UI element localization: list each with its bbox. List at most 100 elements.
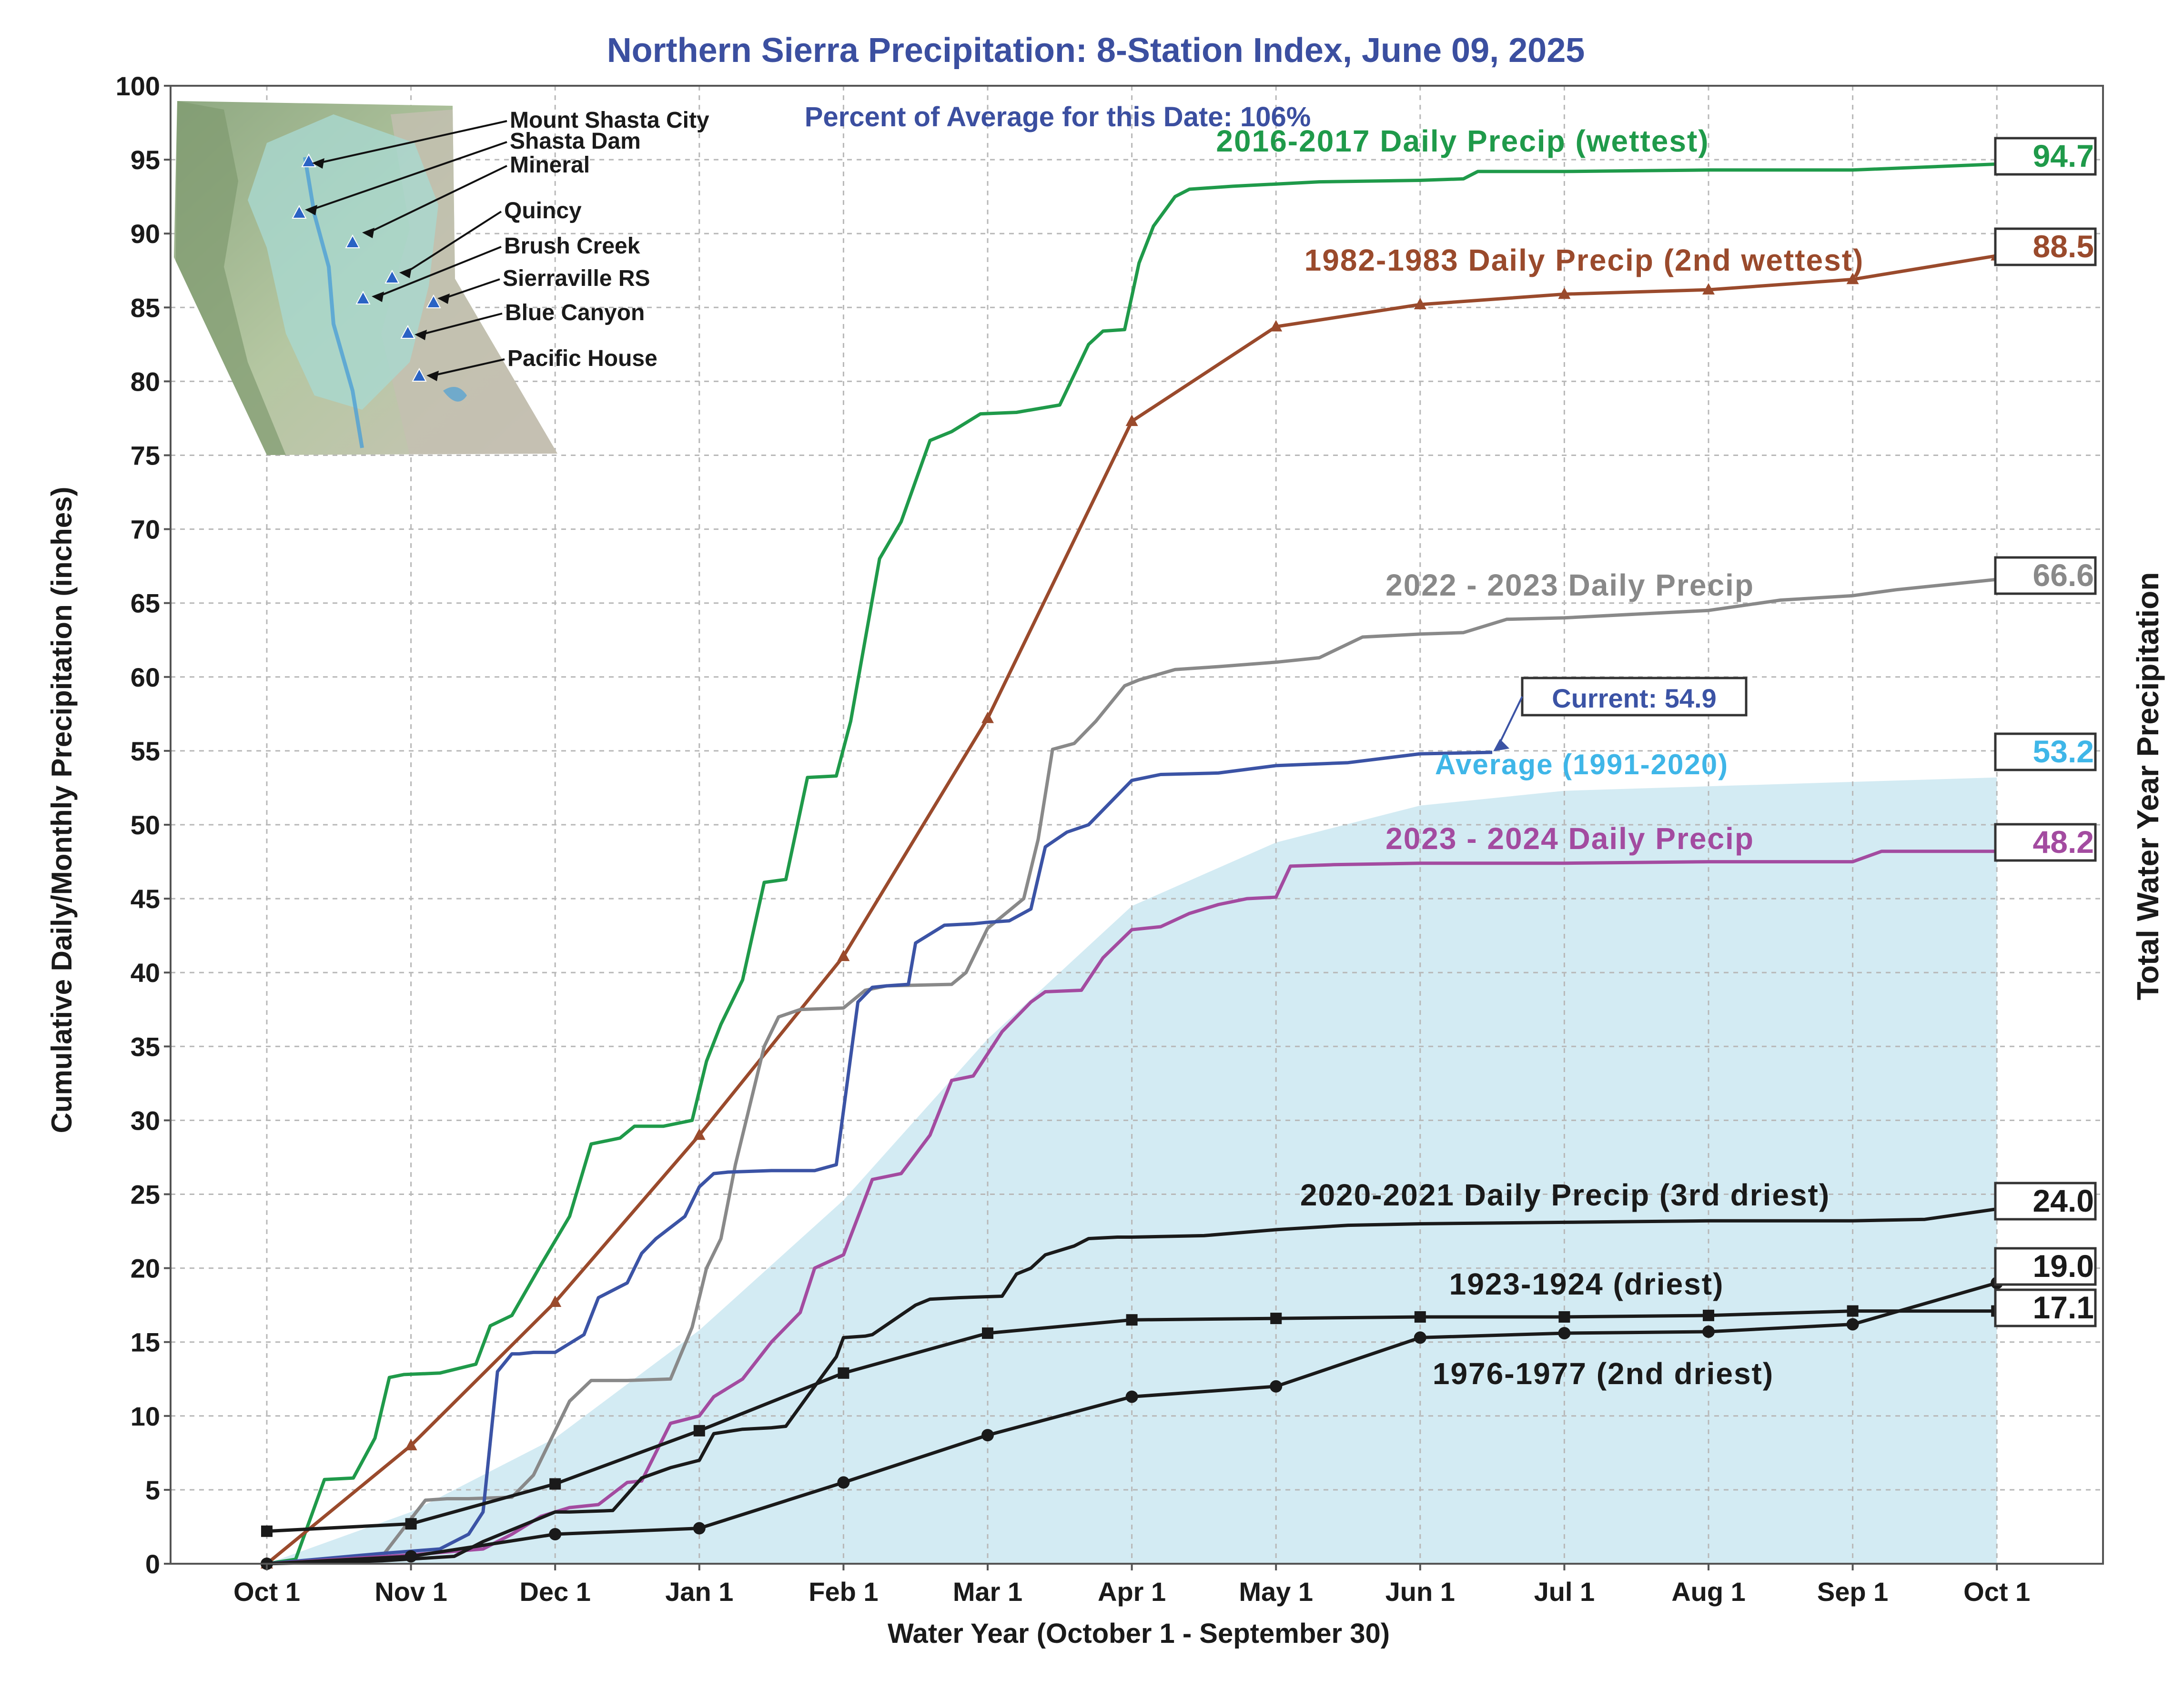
total-value-box bbox=[1994, 556, 2097, 595]
chart-subtitle: Percent of Average for this Date: 106% bbox=[805, 101, 1311, 132]
data-point-circle bbox=[1270, 1380, 1283, 1393]
y-tick-label: 5 bbox=[145, 1475, 160, 1505]
data-point-circle bbox=[693, 1522, 706, 1535]
data-point-circle bbox=[549, 1528, 562, 1540]
station-label: Shasta Dam bbox=[510, 129, 641, 154]
y-tick-label: 30 bbox=[131, 1105, 160, 1135]
data-point-square bbox=[549, 1478, 561, 1490]
y-tick-label: 55 bbox=[131, 736, 160, 766]
x-tick-label: May 1 bbox=[1239, 1577, 1313, 1607]
data-point-triangle bbox=[1125, 415, 1138, 426]
station-label: Brush Creek bbox=[504, 233, 640, 259]
station-triangle-icon bbox=[345, 234, 360, 248]
y2-axis-label: Total Water Year Precipitation bbox=[2131, 572, 2165, 1001]
x-tick-label: Oct 1 bbox=[233, 1577, 300, 1607]
data-point-triangle bbox=[837, 950, 850, 961]
total-value-box bbox=[1994, 137, 2097, 176]
station-arrowhead bbox=[415, 330, 427, 340]
station-arrowhead bbox=[372, 292, 384, 302]
station-arrow bbox=[368, 165, 507, 233]
station-arrow bbox=[421, 313, 503, 335]
data-point-square bbox=[1847, 1305, 1859, 1317]
station-triangle-icon bbox=[426, 294, 441, 308]
data-point-square bbox=[261, 1525, 273, 1537]
station-triangle-icon bbox=[384, 269, 400, 283]
station-arrow bbox=[405, 211, 502, 273]
total-value-label: 88.5 bbox=[2033, 229, 2094, 264]
y-tick-label: 80 bbox=[131, 366, 160, 396]
series-line bbox=[266, 850, 1997, 1566]
y-tick-label: 60 bbox=[131, 662, 160, 692]
series-label: 1976-1977 (2nd driest) bbox=[1433, 1356, 1774, 1391]
data-point-circle bbox=[1702, 1325, 1715, 1338]
station-arrow bbox=[378, 246, 502, 297]
data-point-circle bbox=[1846, 1318, 1859, 1331]
total-value-box bbox=[1994, 1247, 2097, 1286]
x-tick-label: Oct 1 bbox=[1963, 1577, 2030, 1607]
y-tick-label: 90 bbox=[131, 219, 160, 249]
data-point-square bbox=[838, 1367, 849, 1379]
series-line bbox=[266, 750, 1493, 1566]
station-triangle-icon bbox=[412, 367, 427, 382]
y-tick-label: 25 bbox=[131, 1180, 160, 1210]
data-point-square bbox=[1126, 1314, 1138, 1326]
x-tick-label: Sep 1 bbox=[1817, 1577, 1888, 1607]
station-triangle-icon bbox=[301, 153, 316, 167]
data-point-triangle bbox=[1702, 283, 1715, 295]
station-arrow bbox=[444, 278, 500, 299]
current-callout-arrow bbox=[1496, 696, 1523, 749]
data-point-circle bbox=[1558, 1327, 1571, 1340]
x-tick-label: Dec 1 bbox=[519, 1577, 590, 1607]
data-point-circle bbox=[981, 1429, 994, 1442]
data-point-square bbox=[1703, 1309, 1714, 1321]
x-tick-label: Nov 1 bbox=[374, 1577, 447, 1607]
total-value-box bbox=[1994, 823, 2097, 862]
data-point-triangle bbox=[549, 1295, 562, 1307]
series-line bbox=[266, 577, 1997, 1566]
station-label: Mineral bbox=[510, 152, 590, 178]
station-arrowhead bbox=[426, 371, 439, 381]
series-label: 2023 - 2024 Daily Precip bbox=[1385, 821, 1754, 856]
station-arrowhead bbox=[312, 158, 324, 169]
station-arrow bbox=[318, 120, 507, 164]
data-point-square bbox=[693, 1425, 705, 1437]
y-tick-label: 15 bbox=[131, 1327, 160, 1357]
data-point-square bbox=[1270, 1313, 1282, 1325]
station-label: Pacific House bbox=[507, 346, 657, 371]
series-line bbox=[266, 162, 1997, 1566]
x-axis-label: Water Year (October 1 - September 30) bbox=[888, 1618, 1390, 1649]
y-tick-label: 20 bbox=[131, 1254, 160, 1284]
station-arrow bbox=[433, 358, 505, 376]
data-point-circle bbox=[837, 1476, 850, 1489]
x-tick-label: Apr 1 bbox=[1098, 1577, 1166, 1607]
total-value-label: 66.6 bbox=[2033, 557, 2094, 593]
y-tick-label: 35 bbox=[131, 1032, 160, 1062]
data-point-square bbox=[982, 1327, 993, 1339]
y-tick-label: 10 bbox=[131, 1401, 160, 1431]
y-tick-label: 40 bbox=[131, 958, 160, 988]
y-axis-label: Cumulative Daily/Monthly Precipitation (… bbox=[46, 487, 78, 1133]
data-point-circle bbox=[1414, 1331, 1426, 1344]
x-tick-label: Feb 1 bbox=[809, 1577, 878, 1607]
station-arrowhead bbox=[437, 293, 450, 304]
map-lake bbox=[443, 387, 467, 402]
total-value-label: 48.2 bbox=[2033, 824, 2094, 860]
x-tick-label: Jul 1 bbox=[1534, 1577, 1595, 1607]
data-point-triangle bbox=[1270, 320, 1283, 332]
station-triangle-icon bbox=[400, 324, 415, 339]
current-callout-label: Current: 54.9 bbox=[1552, 683, 1716, 713]
data-point-circle bbox=[404, 1550, 417, 1563]
data-point-triangle bbox=[1414, 298, 1426, 310]
station-label: Blue Canyon bbox=[505, 300, 645, 325]
series-line bbox=[266, 1207, 1997, 1566]
y-tick-label: 50 bbox=[131, 810, 160, 840]
y-tick-label: 85 bbox=[131, 293, 160, 323]
data-point-triangle bbox=[1846, 273, 1859, 284]
station-arrowhead bbox=[305, 205, 317, 215]
station-arrowhead bbox=[362, 228, 374, 238]
station-triangle-icon bbox=[292, 204, 307, 219]
data-point-triangle bbox=[693, 1128, 706, 1140]
data-point-triangle bbox=[404, 1438, 417, 1450]
